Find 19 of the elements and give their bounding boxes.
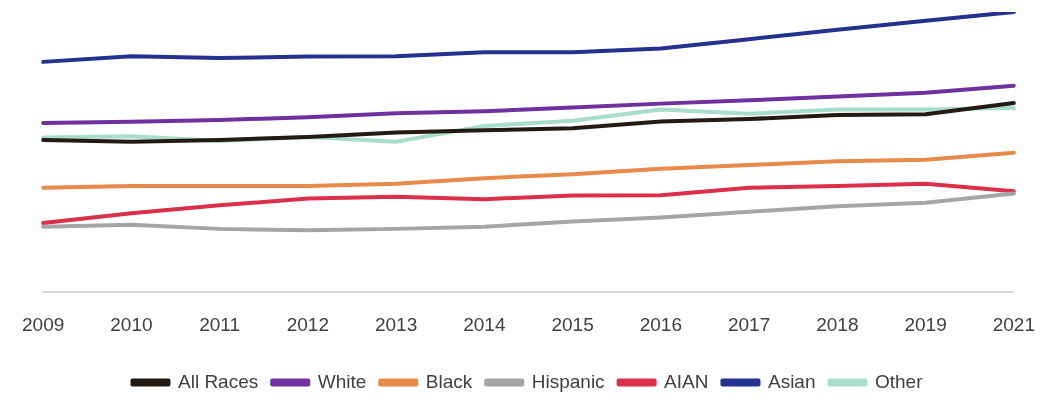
x-tick-label: 2016	[639, 313, 683, 335]
x-tick-label: 2014	[463, 313, 506, 335]
legend-label: AIAN	[664, 370, 709, 392]
x-tick-label: 2015	[551, 313, 594, 335]
x-tick-label: 2012	[286, 313, 330, 335]
legend-label: Other	[875, 370, 924, 392]
x-tick-label: 2018	[816, 313, 859, 335]
x-tick-label: 2010	[110, 313, 153, 335]
x-tick-label: 2019	[904, 313, 947, 335]
legend-label: Hispanic	[531, 370, 605, 392]
x-tick-label: 2011	[199, 313, 241, 335]
x-tick-label: 2017	[727, 313, 771, 335]
x-tick-label: 2013	[374, 313, 418, 335]
legend-label: All Races	[177, 370, 259, 392]
legend-label: White	[317, 370, 367, 392]
legend-label: Black	[425, 370, 473, 392]
legend-label: Asian	[767, 370, 816, 392]
x-tick-label: 2009	[21, 313, 65, 335]
x-tick-label: 2021	[992, 313, 1036, 335]
